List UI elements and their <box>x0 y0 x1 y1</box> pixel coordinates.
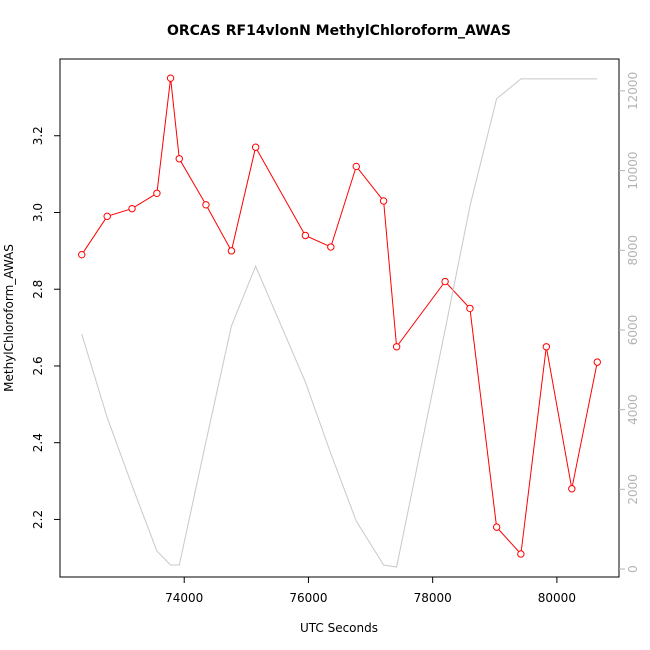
data-point <box>392 343 401 351</box>
data-point <box>166 74 175 82</box>
data-point <box>227 247 236 255</box>
x-tick-label: 76000 <box>289 591 327 605</box>
y-tick-label: 2.4 <box>31 433 45 452</box>
data-point <box>251 143 260 151</box>
data-point <box>492 523 501 531</box>
axes: 74000 76000 78000 80000 2.2 2.4 2.6 2.8 3.0 3.2 0 2… <box>31 72 640 605</box>
x-tick-label: 74000 <box>165 591 203 605</box>
altitude-series-line <box>81 78 598 568</box>
y2-tick-label: 12000 <box>626 72 640 110</box>
chart-marks <box>78 74 601 568</box>
y-tick-label: 2.6 <box>31 356 45 375</box>
x-axis-label: UTC Seconds <box>300 621 378 635</box>
data-point <box>103 212 111 221</box>
plot-frame <box>59 58 620 578</box>
y2-tick-label: 4000 <box>626 394 640 425</box>
data-point <box>352 162 360 171</box>
data-point <box>542 343 551 351</box>
data-point <box>379 197 388 205</box>
data-point <box>327 243 335 251</box>
data-point <box>301 231 310 240</box>
chart-title: ORCAS RF14vlonN MethylChloroform_AWAS <box>167 23 511 39</box>
y-tick-label: 3.0 <box>31 203 45 222</box>
data-point <box>593 358 601 366</box>
y2-tick-label: 8000 <box>626 235 640 266</box>
y-tick-label: 3.2 <box>31 126 45 145</box>
data-point <box>153 189 161 197</box>
x-tick-label: 78000 <box>414 591 452 605</box>
data-point <box>128 204 136 213</box>
y2-tick-label: 10000 <box>626 151 640 189</box>
data-point <box>175 155 183 163</box>
data-point <box>202 201 210 209</box>
y-tick-label: 2.2 <box>31 510 45 529</box>
y2-tick-label: 6000 <box>626 315 640 346</box>
x-tick-label: 80000 <box>538 591 576 605</box>
y-tick-label: 2.8 <box>31 280 45 299</box>
methylchloroform-series-line <box>81 78 598 556</box>
data-point <box>78 250 86 259</box>
data-point <box>466 304 474 313</box>
data-point <box>517 550 525 558</box>
data-point <box>568 485 576 493</box>
data-point <box>441 277 449 286</box>
y2-tick-label: 0 <box>626 565 640 573</box>
y-axis-label: MethylChloroform_AWAS <box>2 244 16 392</box>
y2-tick-label: 2000 <box>626 474 640 505</box>
